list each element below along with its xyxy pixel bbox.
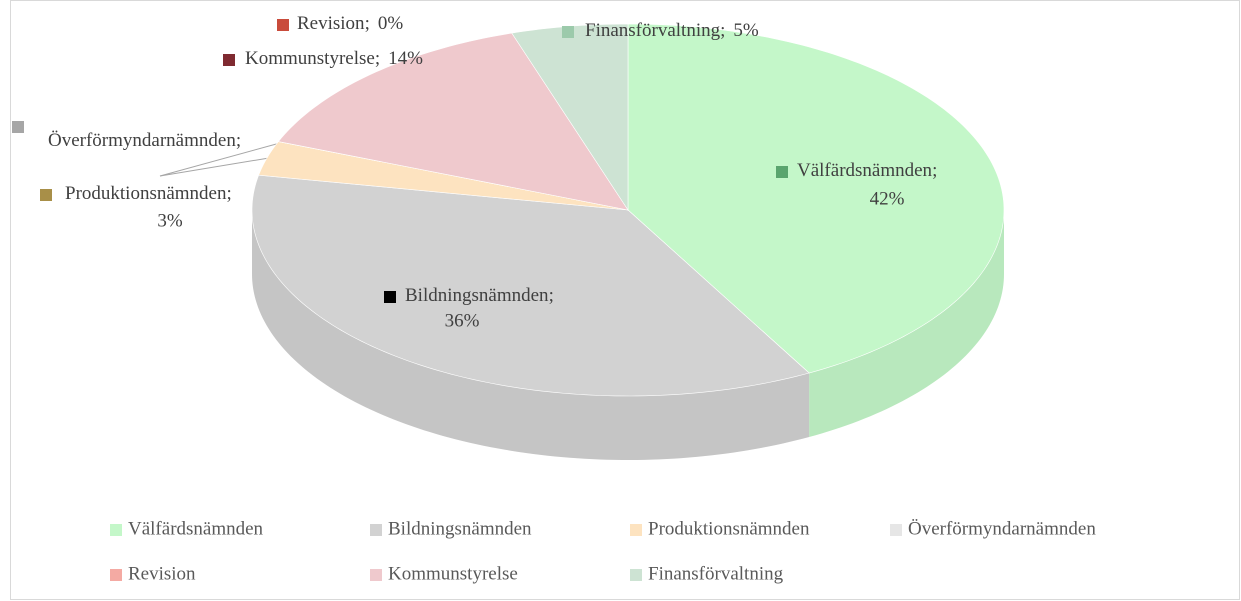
leader-line <box>159 156 276 177</box>
legend-label: Bildningsnämnden <box>388 518 532 539</box>
data-label: Välfärdsnämnden; <box>797 160 937 181</box>
label-separator: ; <box>932 160 937 181</box>
legend-swatch <box>630 524 642 536</box>
label-separator: ; <box>236 130 241 151</box>
label-name: Överförmyndarnämnden <box>48 130 236 151</box>
data-label: Revision; 0% <box>297 13 403 34</box>
legend-swatch <box>370 524 382 536</box>
data-labels: Välfärdsnämnden; 42% Bildningsnämnden; 36% P… <box>12 13 937 331</box>
chart-border <box>10 0 1240 600</box>
legend-swatch <box>370 569 382 581</box>
label-marker <box>40 189 52 201</box>
label-value: 14% <box>388 48 423 69</box>
label-value: 5% <box>733 20 759 41</box>
legend-label: Kommunstyrelse <box>388 563 518 584</box>
legend-label: Revision <box>128 563 196 584</box>
data-label: Bildningsnämnden; <box>405 285 554 306</box>
pie <box>251 23 1005 460</box>
slice-side <box>252 210 810 460</box>
label-separator: ; <box>720 20 725 41</box>
label-separator: ; <box>365 13 370 34</box>
label-name: Kommunstyrelse <box>245 48 375 69</box>
label-marker <box>776 166 788 178</box>
label-name: Produktionsnämnden <box>65 183 227 204</box>
legend-swatch <box>110 524 122 536</box>
label-marker <box>223 54 235 66</box>
legend-swatch <box>630 569 642 581</box>
leader-line <box>159 142 281 177</box>
label-marker <box>384 291 396 303</box>
data-label-value: 36% <box>445 310 480 331</box>
data-label: Produktionsnämnden; <box>65 183 232 204</box>
legend-label: Finansförvaltning <box>648 563 784 584</box>
data-label-value: 3% <box>157 210 183 231</box>
legend-label: Överförmyndarnämnden <box>908 518 1096 539</box>
data-label: Överförmyndarnämnden; <box>48 130 241 151</box>
slice-side <box>809 210 1004 437</box>
label-marker <box>12 121 24 133</box>
label-separator: ; <box>227 183 232 204</box>
slice-side-shade <box>252 210 810 460</box>
data-label: Finansförvaltning; 5% <box>585 20 759 41</box>
label-name: Välfärdsnämnden <box>797 160 933 181</box>
label-separator: ; <box>549 285 554 306</box>
label-marker <box>562 26 574 38</box>
label-separator: ; <box>375 48 380 69</box>
legend-label: Produktionsnämnden <box>648 518 810 539</box>
legend-label: Välfärdsnämnden <box>128 518 264 539</box>
label-name: Revision <box>297 13 365 34</box>
legend-swatch <box>890 524 902 536</box>
slice-side-shade <box>809 210 1004 437</box>
label-marker <box>277 19 289 31</box>
legend-swatch <box>110 569 122 581</box>
slice <box>251 174 810 397</box>
legend: Välfärdsnämnden Bildningsnämnden Produktio… <box>110 518 1096 584</box>
label-name: Finansförvaltning <box>585 20 721 41</box>
data-label-value: 42% <box>870 188 905 209</box>
slice <box>258 141 629 211</box>
label-name: Bildningsnämnden <box>405 285 549 306</box>
data-label: Kommunstyrelse; 14% <box>245 48 423 69</box>
label-value: 0% <box>378 13 404 34</box>
slice <box>627 23 1005 374</box>
